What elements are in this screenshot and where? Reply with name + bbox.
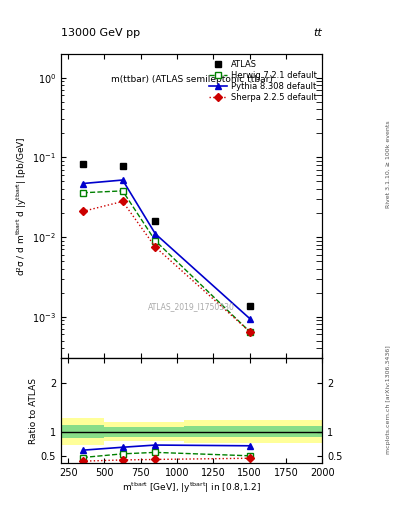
Text: m(ttbar) (ATLAS semileptonic ttbar): m(ttbar) (ATLAS semileptonic ttbar) — [111, 75, 272, 84]
Y-axis label: d²σ / d m$^{\mathregular{tbart}}$ d |y$^{\mathregular{tbart}}$| [pb/GeV]: d²σ / d m$^{\mathregular{tbart}}$ d |y$^… — [15, 136, 29, 276]
Text: Rivet 3.1.10, ≥ 100k events: Rivet 3.1.10, ≥ 100k events — [386, 120, 391, 208]
Text: 13000 GeV pp: 13000 GeV pp — [61, 28, 140, 38]
Bar — [61, 418, 105, 445]
X-axis label: m$^{\mathregular{tbart}}$ [GeV], |y$^{\mathregular{tbart}}$| in [0.8,1.2]: m$^{\mathregular{tbart}}$ [GeV], |y$^{\m… — [122, 481, 261, 496]
Bar — [184, 420, 322, 443]
Y-axis label: Ratio to ATLAS: Ratio to ATLAS — [29, 378, 38, 444]
Text: mcplots.cern.ch [arXiv:1306.3436]: mcplots.cern.ch [arXiv:1306.3436] — [386, 345, 391, 454]
Bar — [105, 426, 184, 437]
Text: ATLAS_2019_I1750330: ATLAS_2019_I1750330 — [148, 302, 235, 311]
Legend: ATLAS, Herwig 7.2.1 default, Pythia 8.308 default, Sherpa 2.2.5 default: ATLAS, Herwig 7.2.1 default, Pythia 8.30… — [207, 58, 318, 103]
Bar — [105, 422, 184, 441]
Bar — [61, 425, 105, 438]
Text: tt: tt — [314, 28, 322, 38]
Bar — [184, 426, 322, 437]
